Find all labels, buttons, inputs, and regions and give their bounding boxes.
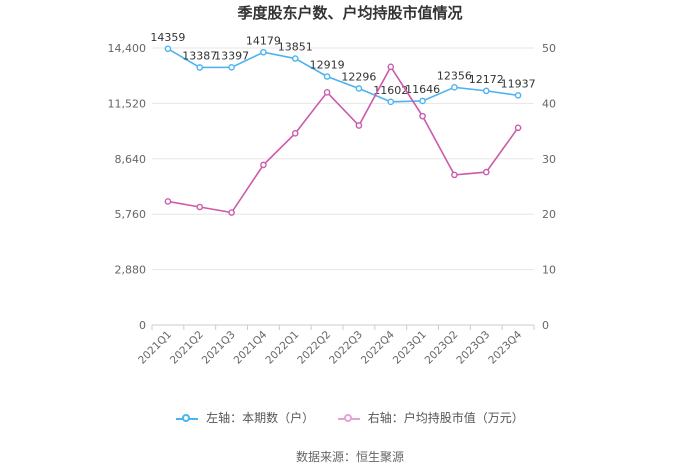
x-axis-tick-label: 2021Q1 [136,329,174,367]
left-axis-tick-label: 11,520 [108,97,147,110]
series-line-households [167,48,519,103]
data-point-households [323,73,331,80]
data-point-households [355,85,363,92]
data-point-households [228,63,235,71]
left-axis-tick-label: 14,400 [108,42,147,55]
data-point-households [514,92,522,99]
data-label-households: 14179 [246,34,281,47]
data-label-households: 11937 [501,77,536,90]
legend-label-left: 左轴：本期数（户） [206,411,315,425]
data-label-households: 14359 [150,31,185,44]
x-axis-tick-label: 2021Q3 [200,329,238,367]
data-point-avg-value [387,63,395,71]
x-axis-tick-label: 2022Q4 [359,328,397,366]
legend-label-right: 右轴：户均持股市值（万元） [367,411,524,425]
data-point-households [419,97,426,105]
x-axis-tick-label: 2021Q2 [168,329,206,367]
data-point-households [291,55,299,62]
chart-legend: 左轴：本期数（户） 右轴：户均持股市值（万元） [0,409,700,426]
x-axis-tick-label: 2022Q1 [263,329,301,367]
data-label-households: 12919 [310,58,345,71]
data-source-note: 数据来源：恒生聚源 [295,450,404,464]
x-axis-tick-label: 2023Q2 [423,329,461,367]
data-label-households: 12296 [341,70,376,83]
data-point-households [164,45,172,53]
left-axis-tick-label: 0 [139,319,146,332]
right-axis-tick-label: 10 [542,264,556,277]
data-point-avg-value [355,122,363,129]
data-point-avg-value [514,124,522,132]
data-label-households: 13397 [214,49,249,62]
data-point-avg-value [228,209,235,216]
data-point-avg-value [260,161,267,169]
data-point-avg-value [164,198,172,205]
x-axis-tick-label: 2023Q4 [486,328,524,366]
legend-item-left[interactable]: 左轴：本期数（户） [176,409,314,426]
series-line-avg-value [167,65,519,214]
data-point-avg-value [323,89,331,96]
data-label-households: 12172 [469,73,504,86]
data-point-avg-value [451,171,458,179]
data-label-households: 13387 [182,49,217,62]
right-axis-tick-label: 20 [542,208,556,221]
data-point-avg-value [482,168,490,176]
data-point-households [387,98,395,106]
right-axis-tick-label: 50 [542,42,556,55]
data-label-households: 11602 [373,84,408,97]
right-axis-tick-label: 0 [542,319,549,332]
data-label-households: 11646 [405,83,440,96]
data-label-households: 13851 [278,41,313,54]
data-point-avg-value [291,130,299,137]
left-axis-tick-label: 8,640 [115,153,147,166]
data-point-households [260,48,267,56]
x-axis-tick-label: 2021Q4 [232,328,270,366]
data-point-households [482,87,490,95]
legend-swatch-pink [337,413,360,425]
legend-item-right[interactable]: 右轴：户均持股市值（万元） [337,409,524,426]
left-axis-tick-label: 2,880 [115,264,147,277]
right-axis-tick-label: 30 [542,153,556,166]
x-axis-tick-label: 2022Q3 [327,329,365,367]
legend-swatch-blue [176,413,199,425]
x-axis-tick-label: 2023Q3 [454,329,492,367]
left-axis-tick-label: 5,760 [115,208,147,221]
data-point-avg-value [196,203,204,211]
data-point-avg-value [419,112,426,120]
chart-title: 季度股东户数、户均持股市值情况 [237,4,463,22]
data-point-households [196,64,204,71]
data-point-households [451,84,458,91]
right-axis-tick-label: 40 [542,97,556,110]
x-axis-tick-label: 2023Q1 [391,329,429,367]
x-axis-tick-label: 2022Q2 [295,329,333,367]
data-label-households: 12356 [437,69,472,82]
